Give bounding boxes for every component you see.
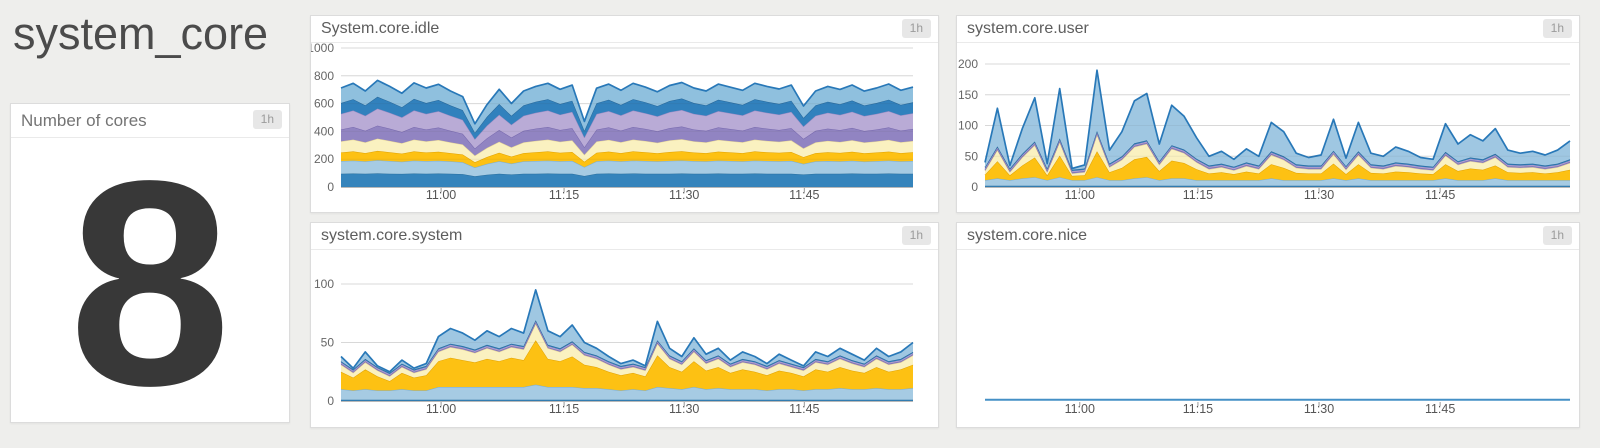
user-stacked-area-chart[interactable]: 0 50 100 150 200 11:00 11:15 11:30 11:45 <box>957 43 1579 212</box>
svg-text:11:30: 11:30 <box>669 402 699 416</box>
time-range-badge: 1h <box>252 110 282 129</box>
svg-text:11:30: 11:30 <box>1304 402 1334 416</box>
svg-text:400: 400 <box>314 124 334 138</box>
svg-text:11:00: 11:00 <box>1065 402 1095 416</box>
svg-text:11:30: 11:30 <box>1304 188 1334 202</box>
svg-text:11:15: 11:15 <box>1183 402 1213 416</box>
idle-stacked-area-chart[interactable]: 0 200 400 600 800 1000 11:00 11:15 11:30 11:45 <box>311 43 938 212</box>
svg-text:50: 50 <box>965 149 979 163</box>
chart-title: system.core.user <box>967 20 1089 37</box>
chart-title: system.core.system <box>321 227 463 244</box>
chart-card-system-core-user[interactable]: system.core.user 1h 0 50 100 150 200 11:00 11:… <box>956 15 1580 213</box>
time-range-badge: 1h <box>1542 226 1572 245</box>
chart-card-system-core-nice[interactable]: system.core.nice 1h 11:00 11:15 11:30 11:45 <box>956 222 1580 428</box>
svg-text:11:00: 11:00 <box>1065 188 1095 202</box>
svg-text:100: 100 <box>958 119 978 133</box>
svg-text:0: 0 <box>971 180 978 194</box>
svg-text:0: 0 <box>327 394 334 408</box>
svg-text:11:15: 11:15 <box>549 188 579 202</box>
nice-flat-line-chart[interactable]: 11:00 11:15 11:30 11:45 <box>957 250 1579 427</box>
svg-text:0: 0 <box>327 180 334 194</box>
cores-count-value: 8 <box>68 138 232 426</box>
system-stacked-area-chart[interactable]: 0 50 100 11:00 11:15 11:30 11:45 <box>311 250 938 427</box>
card-header: Number of cores 1h <box>11 104 289 138</box>
svg-text:11:00: 11:00 <box>426 402 456 416</box>
svg-text:11:45: 11:45 <box>789 188 819 202</box>
chart-header: system.core.nice 1h <box>957 223 1579 250</box>
chart-header: system.core.system 1h <box>311 223 938 250</box>
svg-text:11:30: 11:30 <box>669 188 699 202</box>
svg-text:11:00: 11:00 <box>426 188 456 202</box>
svg-text:11:15: 11:15 <box>549 402 579 416</box>
chart-header: System.core.idle 1h <box>311 16 938 43</box>
card-title: Number of cores <box>21 111 147 130</box>
svg-text:50: 50 <box>321 336 335 350</box>
svg-text:200: 200 <box>314 152 334 166</box>
svg-text:600: 600 <box>314 97 334 111</box>
chart-title: System.core.idle <box>321 20 440 37</box>
number-of-cores-card[interactable]: Number of cores 1h 8 <box>10 103 290 426</box>
svg-text:1000: 1000 <box>311 43 334 55</box>
svg-text:100: 100 <box>314 277 334 291</box>
svg-text:11:45: 11:45 <box>1425 402 1455 416</box>
time-range-badge: 1h <box>901 19 931 38</box>
svg-text:800: 800 <box>314 69 334 83</box>
dashboard-title: system_core <box>13 8 269 59</box>
chart-card-system-core-idle[interactable]: System.core.idle 1h 0 200 400 600 800 1000 11:… <box>310 15 939 213</box>
svg-text:200: 200 <box>958 57 978 71</box>
chart-card-system-core-system[interactable]: system.core.system 1h 0 50 100 11:00 11:15 11… <box>310 222 939 428</box>
chart-title: system.core.nice <box>967 227 1088 244</box>
svg-text:11:45: 11:45 <box>789 402 819 416</box>
svg-text:11:45: 11:45 <box>1425 188 1455 202</box>
time-range-badge: 1h <box>901 226 931 245</box>
svg-text:150: 150 <box>958 88 978 102</box>
svg-text:11:15: 11:15 <box>1183 188 1213 202</box>
time-range-badge: 1h <box>1542 19 1572 38</box>
chart-header: system.core.user 1h <box>957 16 1579 43</box>
